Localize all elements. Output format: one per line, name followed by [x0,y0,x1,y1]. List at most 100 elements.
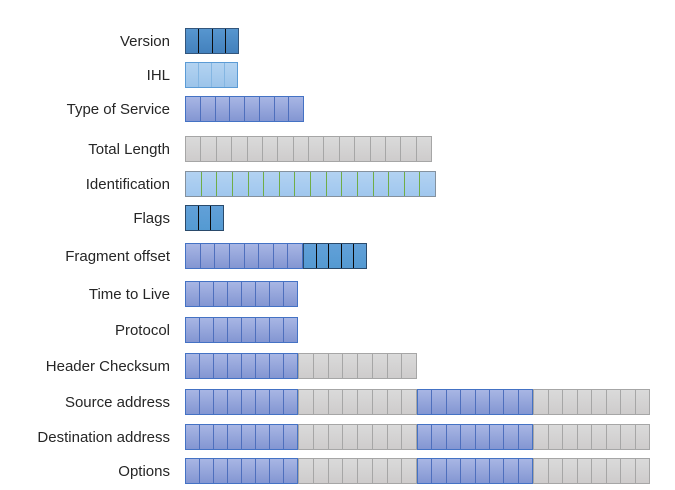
bit-segment [401,459,416,483]
bit-segment [241,459,255,483]
bit-segment [261,137,277,161]
bit-segment [401,425,416,449]
bit-group-ident [185,171,436,197]
bit-segment [229,97,244,121]
bit-segment [327,459,343,483]
bit-segment [620,459,635,483]
bit-segment [547,425,563,449]
bit-group-gray [533,458,650,484]
field-label: Destination address [37,428,170,446]
bit-segment [342,459,357,483]
bit-bar [185,62,238,88]
bit-segment [562,425,577,449]
bit-bar [185,28,239,54]
bit-segment [431,390,445,414]
bit-segment [605,459,621,483]
bit-segment [199,282,213,306]
bit-group-version [185,28,239,54]
bit-segment [255,459,269,483]
bit-group-peri [185,353,298,379]
bit-segment [213,390,227,414]
bit-bar [185,205,224,231]
field-label: Type of Service [66,100,170,118]
bit-segment [353,244,366,268]
field-label: IHL [146,66,170,84]
bit-segment [576,425,592,449]
bit-segment [547,390,563,414]
bit-segment [357,354,372,378]
bit-segment [287,244,302,268]
bit-segment [199,318,213,342]
bit-segment [255,390,269,414]
bit-segment [591,425,606,449]
bit-segment [213,459,227,483]
bit-segment [227,390,241,414]
bit-segment [534,390,548,414]
bit-group-peri [185,243,303,269]
bit-segment [216,172,232,196]
bit-segment [460,390,474,414]
bit-group-medblue [185,205,224,231]
bit-segment [186,354,199,378]
bit-segment [415,137,431,161]
bit-segment [388,172,404,196]
bit-segment [474,390,489,414]
bit-segment [386,390,402,414]
bit-segment [241,282,255,306]
bit-segment [294,172,310,196]
bit-segment [227,282,241,306]
field-label: Protocol [114,321,170,339]
bit-segment [634,459,650,483]
bit-segment [534,459,548,483]
bit-segment [576,390,592,414]
bit-segment [418,390,431,414]
bit-segment [186,244,200,268]
bit-segment [292,137,308,161]
bit-segment [283,318,297,342]
bit-segment [241,354,255,378]
bit-segment [418,459,431,483]
bit-segment [258,97,274,121]
bit-segment [488,425,503,449]
bit-segment [308,137,323,161]
bit-segment [312,390,328,414]
bit-segment [325,172,342,196]
bit-segment [228,244,244,268]
bit-bar [185,171,436,197]
bit-segment [400,137,415,161]
bit-segment [403,172,420,196]
bit-group-peri [185,458,298,484]
bit-group-medblue [303,243,367,269]
bit-bar [185,353,417,379]
bit-segment [227,459,241,483]
bit-segment [273,97,289,121]
bit-group-gray [298,353,417,379]
bit-segment [534,425,548,449]
bit-segment [269,459,283,483]
bit-segment [227,425,241,449]
bit-segment [419,172,435,196]
bit-segment [299,390,313,414]
field-label: Identification [85,175,170,193]
bit-bar [185,96,304,122]
bit-segment [386,425,402,449]
bit-segment [562,459,577,483]
bit-segment [327,425,343,449]
bit-segment [431,459,445,483]
bit-segment [213,425,227,449]
field-label: Source address [64,393,170,411]
bit-segment [269,390,283,414]
bit-segment [241,318,255,342]
bit-segment [241,390,255,414]
bit-segment [210,206,223,230]
bit-segment [258,244,273,268]
field-label: Total Length [88,140,170,158]
bit-segment [634,425,650,449]
bit-segment [199,97,215,121]
bit-segment [386,459,402,483]
bit-segment [634,390,650,414]
field-label: Version [119,32,170,50]
bit-segment [605,425,621,449]
bit-segment [255,282,269,306]
bit-segment [283,354,297,378]
